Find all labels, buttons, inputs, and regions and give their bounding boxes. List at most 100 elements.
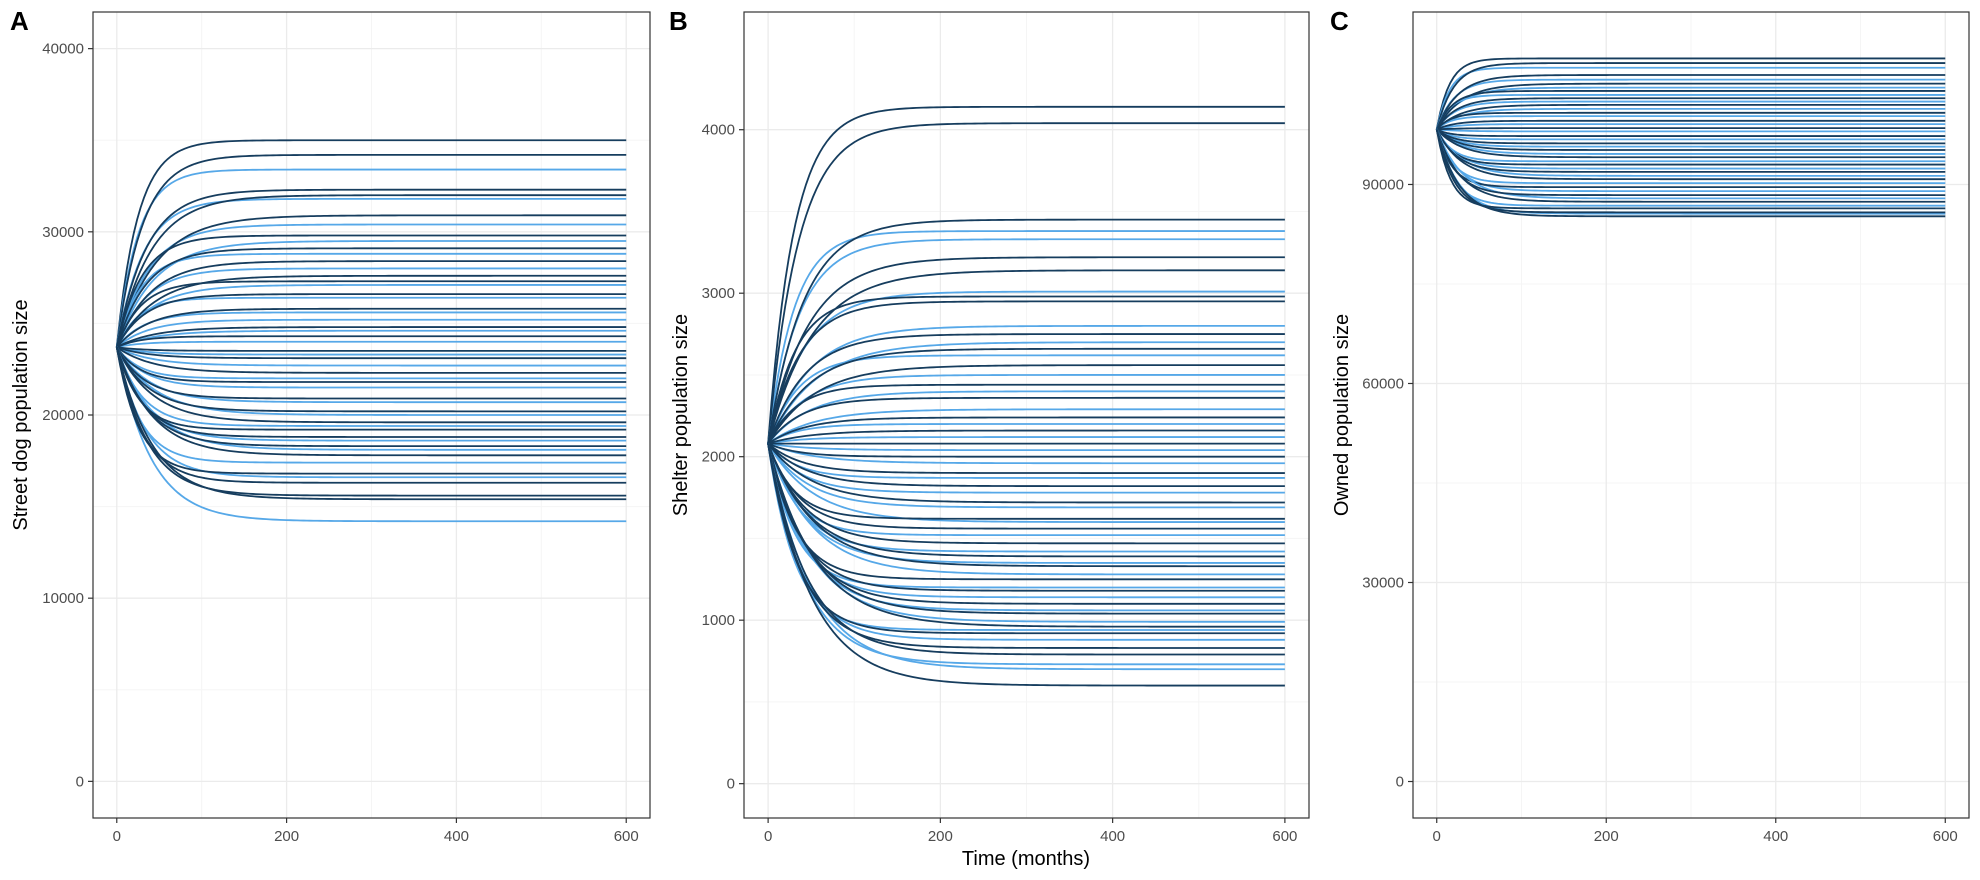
series-line-light — [115, 223, 627, 348]
series-line-dark — [116, 307, 627, 348]
series-line-dark — [115, 188, 627, 348]
series-line-dark — [115, 346, 627, 424]
series-line-light — [1435, 94, 1946, 130]
series-line-dark — [1436, 111, 1946, 131]
series-line-light — [767, 408, 1285, 445]
series-line-light — [767, 443, 1285, 576]
series-line-dark — [115, 247, 627, 348]
tick-group: 0 200 400 600 0 1000 2000 3000 4000 — [702, 122, 1298, 845]
series-line-light — [1436, 123, 1946, 131]
x-tick-label: 600 — [614, 828, 639, 845]
series-line-light — [1435, 129, 1946, 200]
series-line-dark — [1435, 74, 1946, 130]
series-line-dark — [115, 346, 627, 448]
series-line-dark — [767, 443, 1285, 687]
series-line-light — [767, 443, 1285, 523]
series-line-light — [767, 443, 1285, 599]
x-axis-title: Time (months) — [962, 848, 1090, 870]
series-line-dark — [1435, 129, 1946, 181]
series-line-light — [116, 346, 627, 404]
series-line-dark — [767, 105, 1285, 444]
y-tick-label: 2000 — [702, 449, 735, 466]
y-tick-label: 60000 — [1362, 375, 1404, 392]
series-line-light — [767, 443, 1285, 612]
series-line-light — [1435, 129, 1946, 193]
series-line-light — [1435, 129, 1946, 185]
series-line-dark — [1435, 129, 1946, 166]
series-line-dark — [767, 122, 1285, 444]
tick-group: 0 200 400 600 0 30000 60000 90000 — [1362, 176, 1958, 845]
series-line-light — [767, 443, 1285, 641]
series-line-light — [767, 238, 1285, 444]
series-line-dark — [116, 335, 627, 349]
series-line-dark — [115, 293, 627, 348]
series-line-dark — [115, 214, 627, 348]
panel-border — [1412, 11, 1970, 819]
series-line-light — [1435, 128, 1946, 177]
series-line-light — [116, 318, 627, 348]
series-line-dark — [116, 346, 627, 383]
y-tick-label: 10000 — [42, 590, 84, 607]
series-line-light — [115, 267, 627, 348]
x-tick-label: 600 — [1933, 828, 1958, 845]
series-line-light — [115, 197, 627, 348]
series-line-dark — [1436, 127, 1946, 131]
series-line-light — [767, 443, 1285, 494]
y-tick-label: 30000 — [1362, 575, 1404, 592]
series-line-light — [767, 436, 1285, 445]
series-line-dark — [1435, 129, 1946, 214]
series-line-dark — [1435, 129, 1946, 218]
series-line-light — [767, 374, 1285, 445]
y-tick-label: 0 — [727, 776, 735, 793]
series-line-dark — [767, 443, 1285, 581]
series-line-dark — [767, 396, 1285, 445]
series-line-light — [115, 347, 627, 523]
series-line-dark — [1436, 128, 1946, 145]
series-line-dark — [116, 346, 627, 374]
series-line-dark — [115, 234, 627, 348]
series-line-dark — [767, 443, 1285, 530]
series-line-light — [1435, 100, 1946, 130]
series-line-dark — [1436, 103, 1946, 131]
series-line-dark — [115, 346, 627, 438]
series-line-light — [115, 346, 627, 442]
series-line-dark — [767, 347, 1285, 444]
series-line-light — [1435, 129, 1946, 207]
series-line-light — [767, 443, 1285, 479]
series-line-dark — [115, 346, 627, 431]
series-line-dark — [767, 443, 1285, 545]
x-tick-label: 200 — [274, 828, 299, 845]
series-line-light — [767, 341, 1285, 445]
x-tick-label: 0 — [113, 828, 121, 845]
grid — [1413, 12, 1969, 818]
series-line-light — [767, 443, 1285, 671]
y-tick-label: 30000 — [42, 224, 84, 241]
series-line-dark — [767, 443, 1285, 592]
x-tick-label: 400 — [444, 828, 469, 845]
series-line-light — [116, 346, 627, 380]
series-line-dark — [767, 256, 1285, 444]
series-line-dark — [1436, 128, 1946, 137]
series-line-dark — [115, 346, 627, 457]
series-line-dark — [1435, 129, 1946, 210]
series-line-light — [115, 347, 627, 464]
x-tick-label: 400 — [1100, 828, 1125, 845]
series-line-dark — [767, 429, 1285, 445]
series-line-dark — [115, 346, 627, 413]
series-line-light — [115, 284, 627, 348]
series-line-light — [1436, 128, 1946, 155]
series-line-dark — [1435, 97, 1946, 130]
series-line-dark — [767, 300, 1285, 444]
panel-a: A Street dog population size 0 200 400 6000… — [10, 6, 651, 845]
x-tick-label: 200 — [1594, 828, 1619, 845]
series-line-dark — [767, 443, 1285, 628]
series-line-light — [115, 252, 627, 348]
series-line-light — [767, 423, 1285, 445]
series-line-light — [767, 443, 1285, 589]
series-line-dark — [1435, 57, 1946, 130]
series-line-dark — [116, 346, 627, 360]
series-line-light — [115, 240, 627, 348]
series-line-light — [767, 443, 1285, 564]
series-line-dark — [767, 383, 1285, 445]
